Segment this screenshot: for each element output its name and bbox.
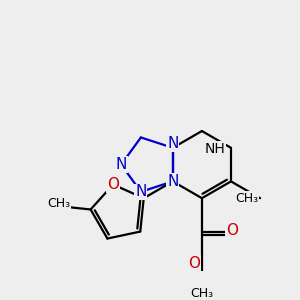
Text: O: O	[189, 256, 201, 271]
Text: NH: NH	[205, 142, 226, 156]
Text: O: O	[107, 177, 119, 192]
Text: N: N	[135, 184, 147, 199]
Text: O: O	[226, 223, 238, 238]
Text: N: N	[167, 174, 178, 189]
Text: N: N	[167, 136, 178, 151]
Text: CH₃: CH₃	[236, 192, 259, 205]
Text: N: N	[116, 157, 127, 172]
Text: CH₃: CH₃	[47, 197, 70, 210]
Text: CH₃: CH₃	[190, 287, 214, 300]
